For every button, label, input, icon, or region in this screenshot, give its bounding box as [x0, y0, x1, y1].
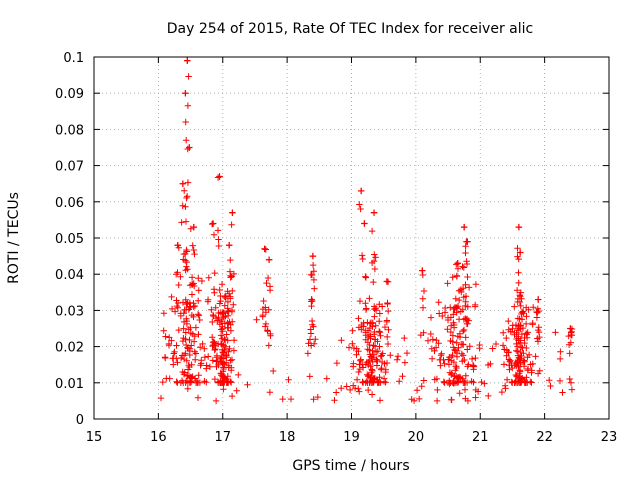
- peak-marker: [567, 325, 574, 332]
- x-tick-label: 18: [279, 430, 296, 445]
- grid-lines: [94, 57, 609, 419]
- y-tick-label: 0.04: [55, 268, 84, 283]
- x-tick-label: 20: [408, 430, 425, 445]
- peak-marker: [460, 223, 468, 231]
- x-tick-label: 19: [343, 430, 360, 445]
- y-tick-label: 0.08: [55, 123, 84, 138]
- peak-marker: [357, 187, 365, 195]
- peak-marker: [216, 173, 223, 180]
- peak-marker: [419, 267, 426, 274]
- peak-marker: [361, 220, 368, 227]
- peak-marker: [190, 223, 197, 231]
- peak-marker: [464, 238, 471, 245]
- y-tick-label: 0.09: [55, 87, 84, 102]
- peak-marker: [179, 180, 187, 187]
- x-tick-label: 21: [472, 430, 489, 445]
- peak-marker: [184, 57, 191, 64]
- x-axis-title: GPS time / hours: [292, 458, 409, 474]
- chart-title: Day 254 of 2015, Rate Of TEC Index for r…: [167, 21, 533, 37]
- y-tick-label: 0.01: [55, 377, 84, 392]
- peak-marker: [308, 296, 315, 303]
- axis-ticks: [93, 56, 610, 420]
- x-tick-labels: 15 16 17 18 19 20 21 22 23: [86, 430, 618, 445]
- x-tick-label: 15: [86, 430, 103, 445]
- y-tick-label: 0: [76, 413, 84, 428]
- x-tick-label: 22: [536, 430, 553, 445]
- peak-marker: [182, 90, 189, 97]
- peak-marker: [229, 209, 236, 216]
- y-tick-label: 0.02: [55, 341, 84, 356]
- y-axis-title: ROTI / TECUs: [6, 192, 22, 284]
- peak-marker: [309, 252, 317, 260]
- peak-marker: [209, 220, 217, 227]
- peak-marker: [225, 242, 233, 249]
- y-tick-label: 0.1: [63, 51, 84, 66]
- y-tick-label: 0.05: [55, 232, 84, 247]
- peak-marker: [174, 242, 181, 249]
- x-tick-label: 23: [601, 430, 618, 445]
- peak-marker: [370, 209, 378, 216]
- y-tick-label: 0.06: [55, 196, 84, 211]
- y-tick-label: 0.07: [55, 160, 84, 175]
- y-tick-label: 0.03: [55, 304, 84, 319]
- peak-marker: [534, 296, 542, 303]
- roti-markers: [157, 57, 576, 405]
- peak-marker: [186, 144, 193, 151]
- peak-marker: [515, 223, 523, 231]
- peak-marker: [265, 256, 273, 263]
- peak-marker: [383, 278, 391, 285]
- data-points: [157, 57, 576, 405]
- x-tick-label: 17: [214, 430, 231, 445]
- x-tick-label: 16: [150, 430, 167, 445]
- peak-marker: [516, 249, 524, 256]
- peak-marker: [454, 260, 461, 267]
- y-tick-labels: 0 0.01 0.02 0.03 0.04 0.05 0.06 0.07 0.08 0.09 0.1: [55, 51, 84, 428]
- peak-marker: [261, 245, 268, 253]
